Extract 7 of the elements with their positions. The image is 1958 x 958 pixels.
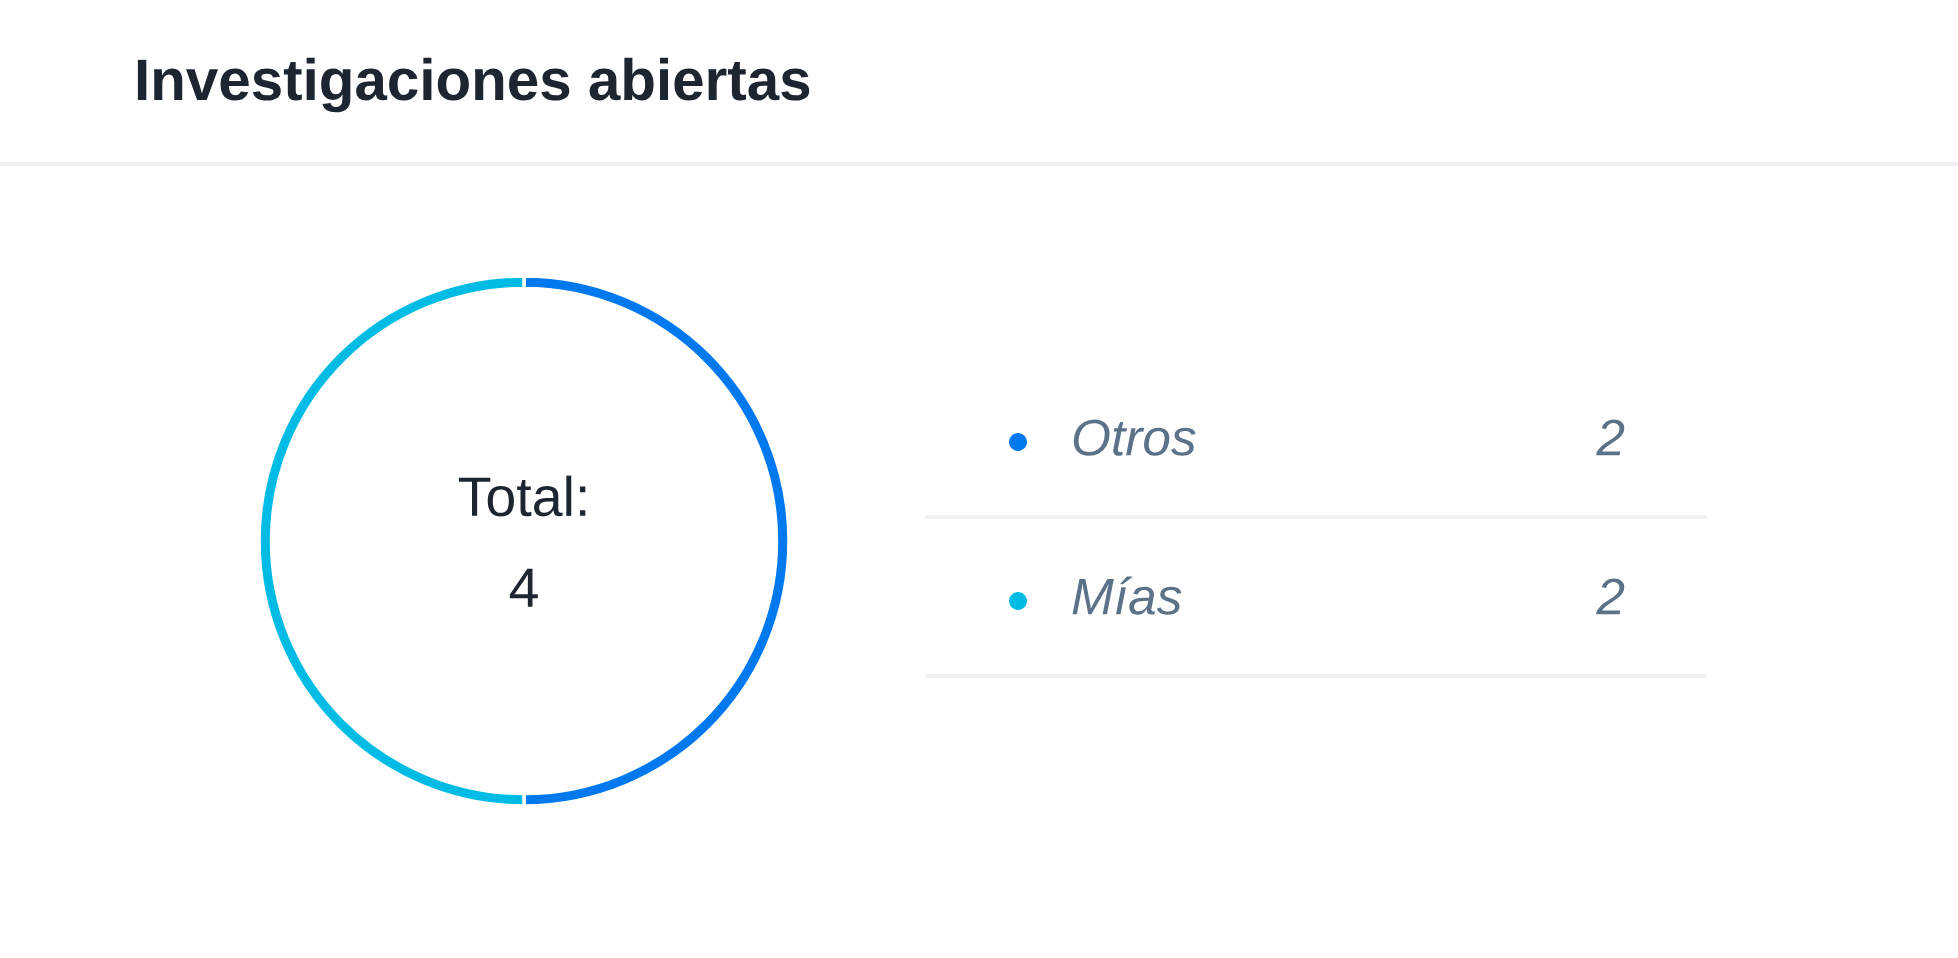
text: Total: — [458, 475, 586, 517]
legend-label: Mías — [1072, 576, 1182, 615]
data-label: 2 — [1596, 578, 1625, 615]
data-label: 2 — [1596, 419, 1625, 456]
legend-label: Otros — [1073, 419, 1196, 456]
chart-title: Investigaciones abiertas — [137, 57, 810, 113]
text: 4 — [509, 568, 538, 607]
